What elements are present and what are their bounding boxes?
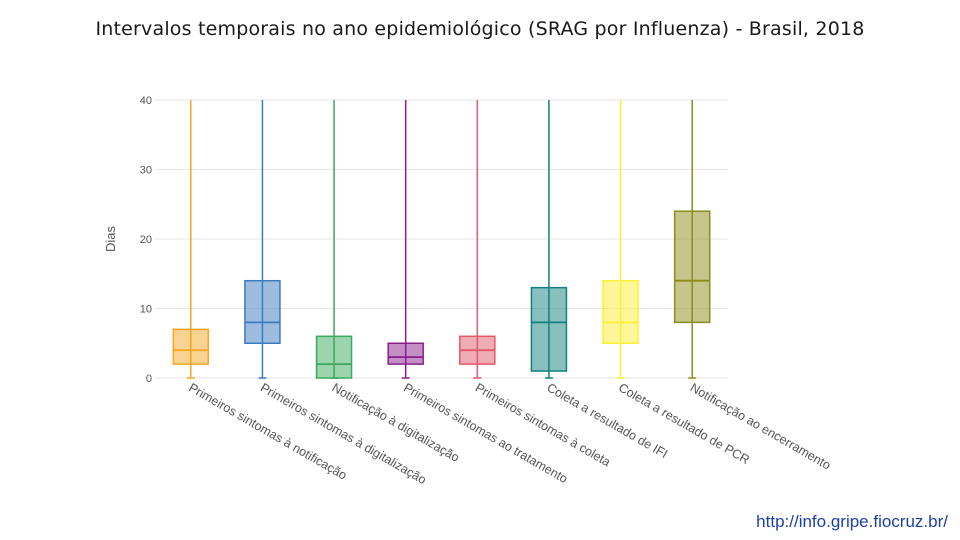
box xyxy=(244,279,281,345)
x-tick-label: Coleta a resultado de PCR xyxy=(616,380,752,466)
y-tick-label: 10 xyxy=(140,304,152,316)
x-tick-label: Notificação à digitalização xyxy=(330,380,462,464)
fiocruz-link[interactable]: http://info.gripe.fiocruz.br/ xyxy=(756,512,948,531)
box xyxy=(387,342,424,365)
y-tick-label: 0 xyxy=(146,373,152,385)
x-tick-label: Coleta a resultado de IFI xyxy=(544,380,670,461)
box xyxy=(673,210,711,324)
y-tick-label: 20 xyxy=(140,234,152,246)
x-tick-label: Notificação ao encerramento xyxy=(688,380,833,472)
y-axis-label: Dias xyxy=(103,226,118,253)
box xyxy=(530,286,568,372)
box xyxy=(602,279,639,345)
box xyxy=(315,335,353,379)
x-tick-label: Primeiros sintomas à coleta xyxy=(473,380,613,469)
y-tick-label: 30 xyxy=(140,165,152,177)
box xyxy=(172,328,210,365)
chart-title: Intervalos temporais no ano epidemiológi… xyxy=(95,18,865,40)
y-tick-label: 40 xyxy=(140,95,152,107)
